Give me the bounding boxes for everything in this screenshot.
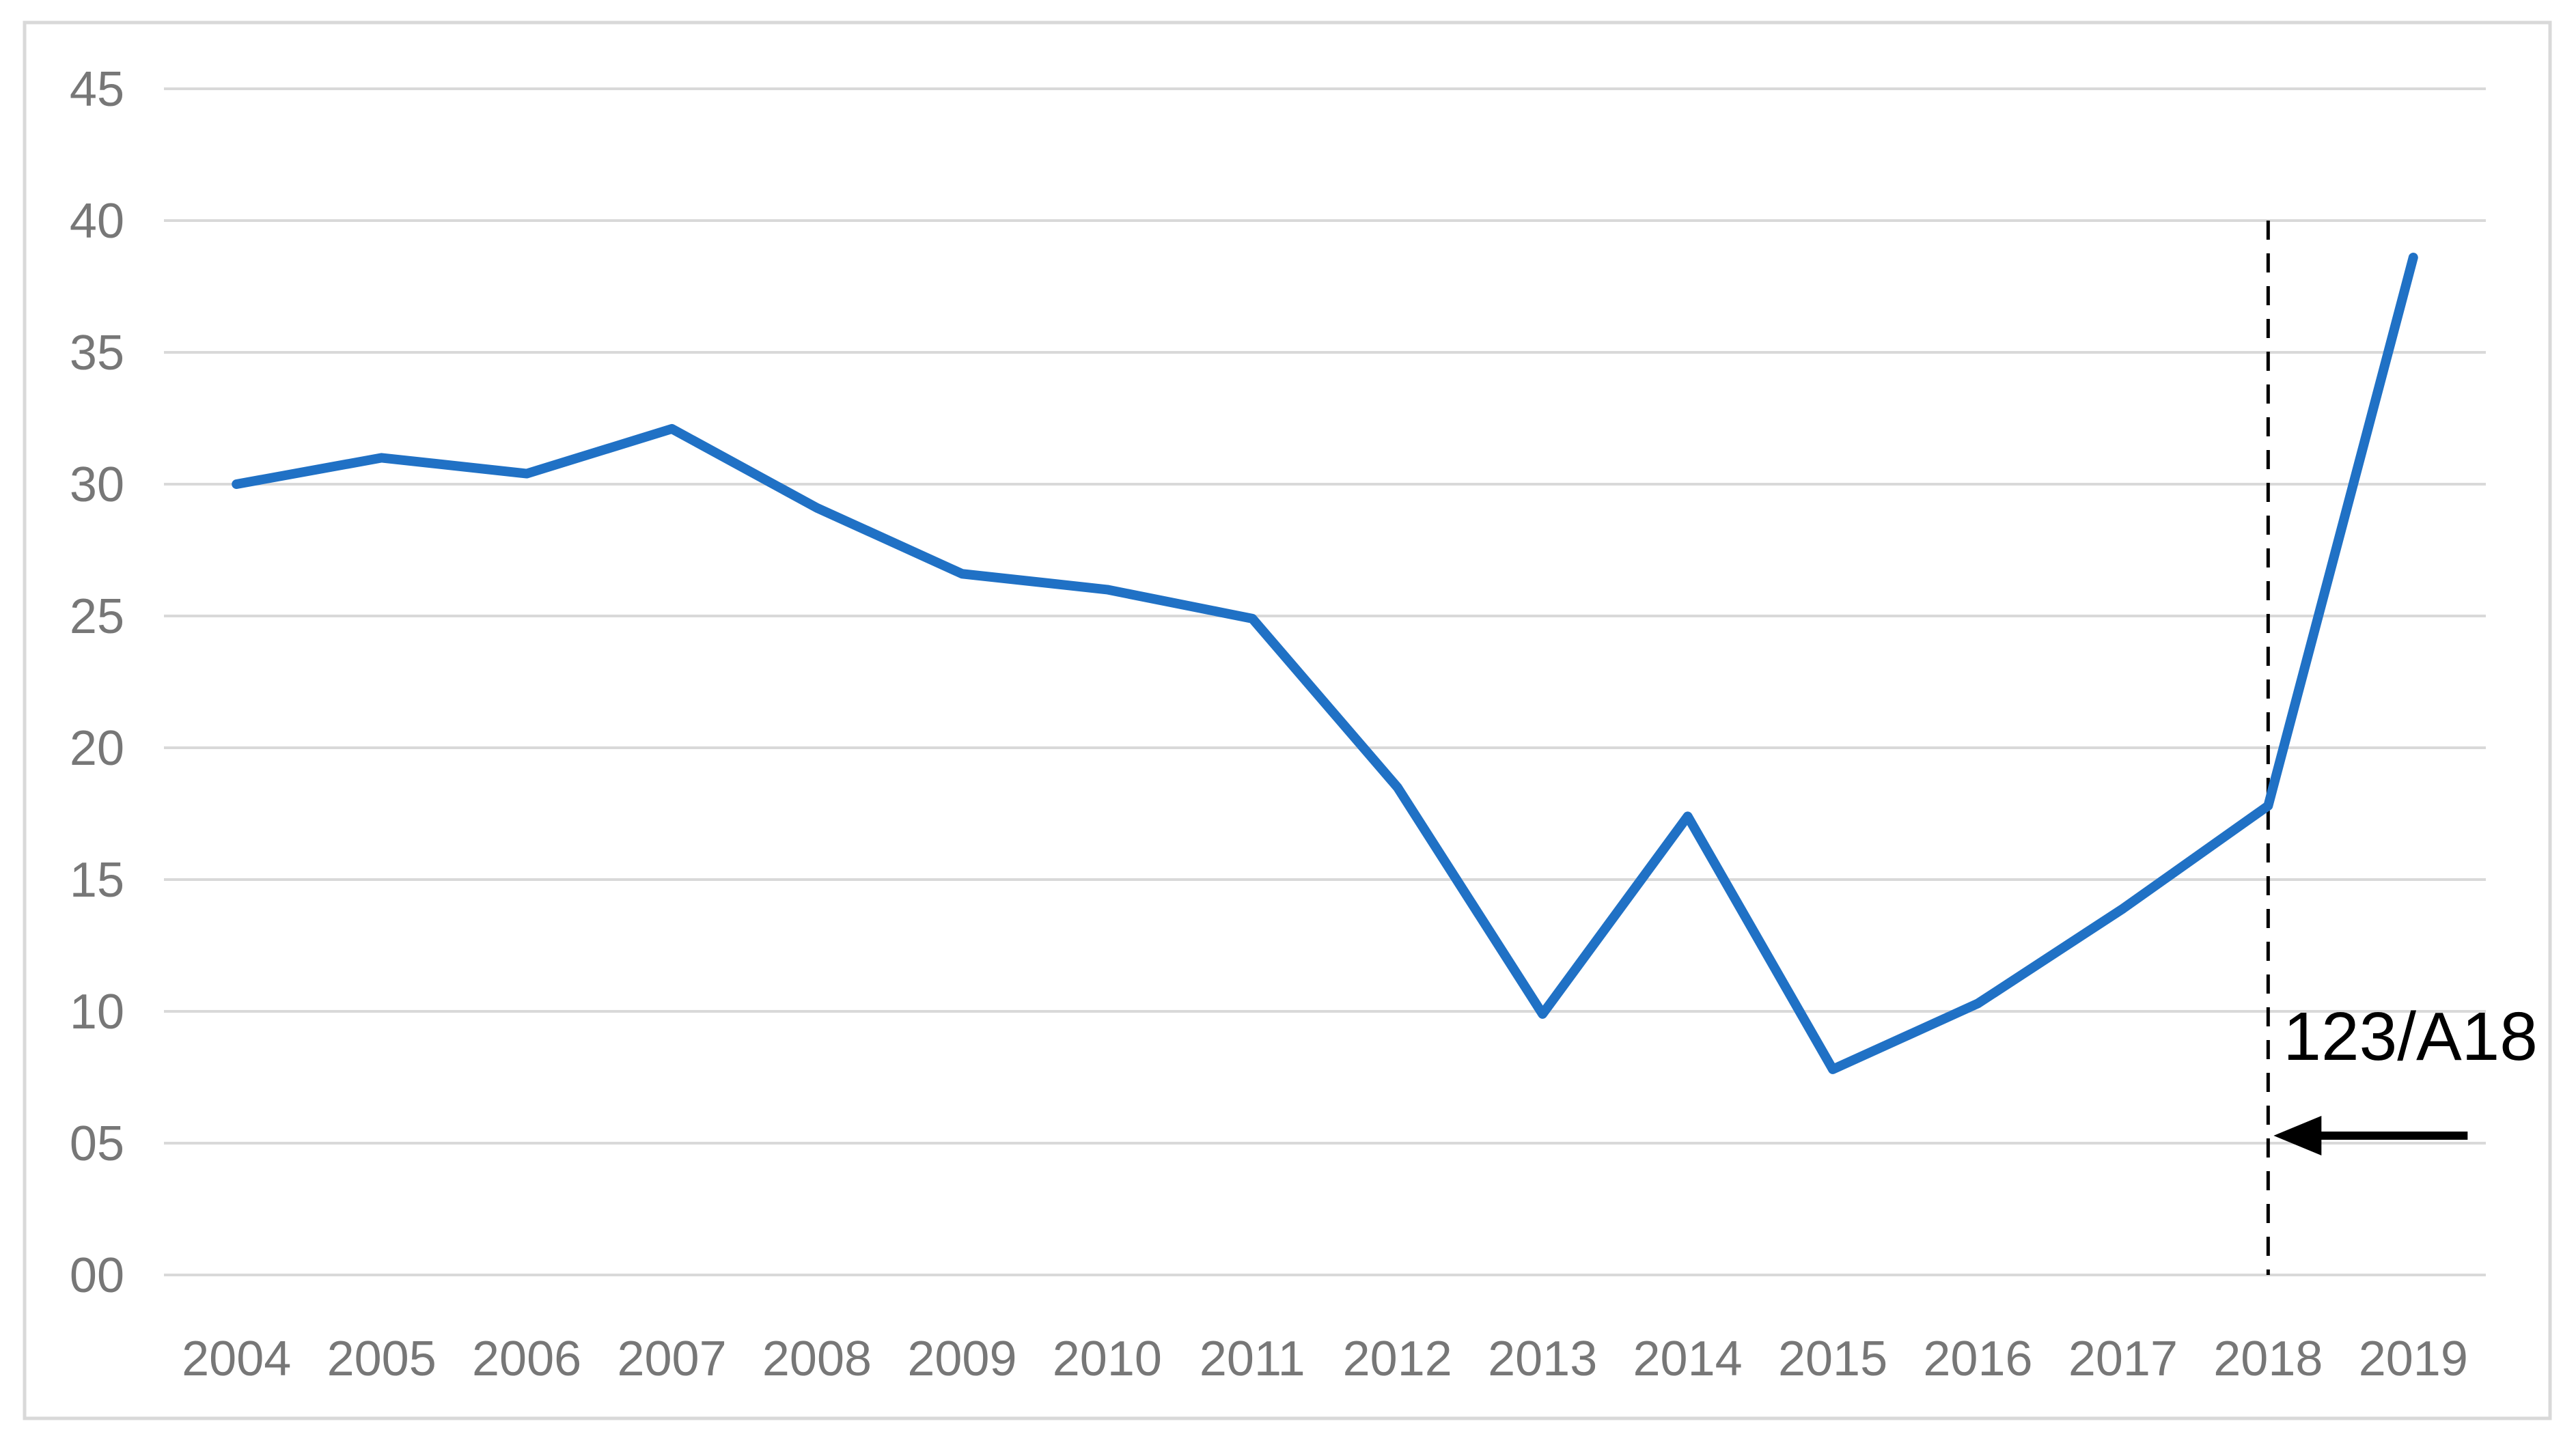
x-tick-label: 2015 — [1778, 1332, 1887, 1386]
y-tick-label: 10 — [70, 985, 124, 1039]
y-tick-label: 25 — [70, 589, 124, 644]
x-tick-label: 2009 — [907, 1332, 1016, 1386]
series-line — [232, 253, 2418, 1074]
x-tick-label: 2012 — [1343, 1332, 1452, 1386]
x-tick-label: 2011 — [1200, 1332, 1305, 1386]
x-tick-label: 2008 — [762, 1332, 872, 1386]
x-tick-label: 2005 — [327, 1332, 437, 1386]
x-tick-label: 2010 — [1053, 1332, 1162, 1386]
x-tick-label: 2018 — [2213, 1332, 2323, 1386]
y-tick-label: 40 — [70, 194, 124, 249]
y-tick-label: 45 — [70, 62, 124, 117]
annotation-label: 123/A18 — [2283, 998, 2538, 1075]
y-tick-label: 30 — [70, 458, 124, 512]
x-tick-label: 2013 — [1488, 1332, 1597, 1386]
x-tick-label: 2007 — [617, 1332, 726, 1386]
annotation-arrow-head — [2273, 1116, 2322, 1155]
x-tick-label: 2017 — [2068, 1332, 2178, 1386]
x-tick-label: 2014 — [1633, 1332, 1743, 1386]
chart-border — [23, 20, 2552, 1420]
y-tick-label: 20 — [70, 721, 124, 776]
x-tick-label: 2006 — [472, 1332, 581, 1386]
y-tick-label: 15 — [70, 853, 124, 908]
y-tick-label: 05 — [70, 1117, 124, 1171]
x-tick-label: 2004 — [182, 1332, 291, 1386]
y-tick-label: 35 — [70, 326, 124, 380]
y-tick-label: 00 — [70, 1248, 124, 1303]
x-tick-label: 2016 — [1923, 1332, 2032, 1386]
x-tick-label: 2019 — [2359, 1332, 2468, 1386]
